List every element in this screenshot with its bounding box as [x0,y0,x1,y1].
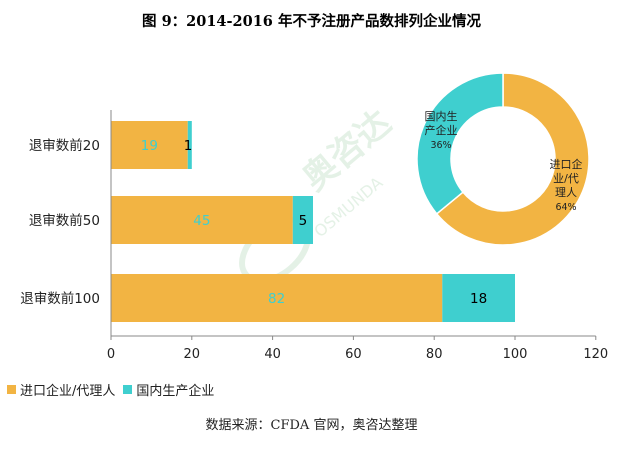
bar-import [111,121,188,169]
bar-domestic [187,121,192,169]
legend-item-domestic: 国内生产企业 [123,380,214,399]
category-label: 退审数前100 [20,290,100,307]
x-tick-label: 20 [184,347,201,362]
data-label-domestic: 5 [299,213,308,229]
legend: 进口企业/代理人 国内生产企业 [7,380,222,399]
legend-swatch-domestic [123,385,133,394]
donut-category-label: 业/代 [553,172,579,185]
x-tick-label: 0 [107,347,115,362]
bar-domestic [292,196,313,244]
donut-category-label: 理人 [555,186,577,199]
x-tick-label: 100 [503,347,528,362]
donut-slice-domestic [416,72,504,215]
x-tick-label: 120 [583,347,608,362]
donut-category-label: 产企业 [425,123,458,137]
x-tick-label: 60 [345,347,362,362]
donut-value-label: 36% [430,140,451,151]
legend-label-domestic: 国内生产企业 [136,384,215,399]
chart-title: 图 9：2014-2016 年不予注册产品数排列企业情况 [142,13,481,30]
donut-category-label: 国内生 [425,109,458,123]
x-axis: 0 20 40 60 80 100 120 [107,110,608,362]
legend-item-import: 进口企业/代理人 [7,380,115,399]
donut-category-label: 进口企 [550,157,583,171]
legend-label-import: 进口企业/代理人 [20,384,116,399]
donut-chart: 进口企业/代理人 64% 国内生产企业 36% [416,72,590,246]
bar-import [111,196,293,244]
bar-import [111,274,443,322]
source-note: 数据来源：CFDA 官网，奥咨达整理 [205,418,418,433]
donut-value-label: 64% [555,202,576,213]
bar-domestic [442,274,515,322]
category-label: 退审数前50 [29,212,100,229]
data-label-import: 45 [193,213,210,229]
data-label-import: 19 [141,138,158,154]
x-tick-label: 40 [264,347,281,362]
x-tick-label: 80 [426,347,443,362]
category-label: 退审数前20 [29,137,100,154]
data-label-domestic: 18 [470,291,487,307]
data-label-import: 82 [268,291,285,307]
donut-slice-import [435,72,590,246]
bar-chart: 退审数前20 19 1 退审数前50 45 5 退审数前100 82 18 [20,121,515,322]
data-label-domestic: 1 [184,138,193,154]
legend-swatch-import [7,385,16,394]
